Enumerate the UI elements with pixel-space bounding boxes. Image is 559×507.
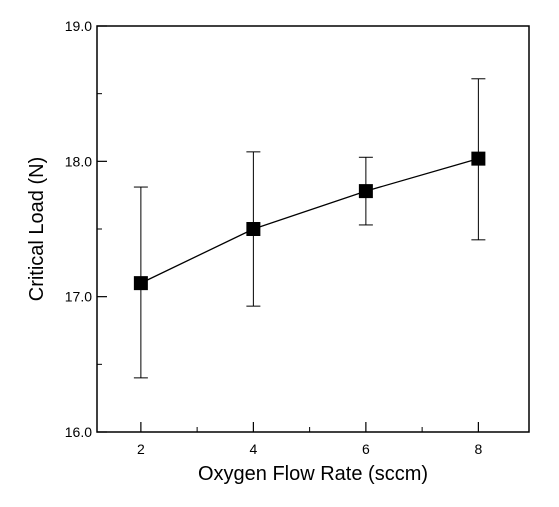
x-tick-label: 4 [249, 441, 257, 457]
data-point [358, 184, 373, 199]
x-tick-label: 6 [362, 441, 370, 457]
data-point [471, 151, 486, 166]
data-series [133, 78, 486, 379]
x-tick-label: 2 [137, 441, 145, 457]
plot-frame [96, 25, 530, 433]
y-tick-label: 17.0 [65, 289, 92, 305]
x-axis: 2 4 6 8 [137, 422, 482, 457]
y-axis-title: Critical Load (N) [26, 157, 48, 301]
data-point [246, 222, 261, 236]
series-line [140, 158, 479, 284]
y-axis: 16.0 17.0 18.0 19.0 [65, 18, 107, 440]
y-tick-label: 16.0 [65, 424, 92, 440]
x-tick-label: 8 [474, 441, 482, 457]
data-point [133, 276, 148, 291]
y-tick-label: 18.0 [65, 153, 92, 169]
y-tick-label: 19.0 [65, 18, 92, 34]
x-axis-title: Oxygen Flow Rate (sccm) [198, 463, 428, 485]
